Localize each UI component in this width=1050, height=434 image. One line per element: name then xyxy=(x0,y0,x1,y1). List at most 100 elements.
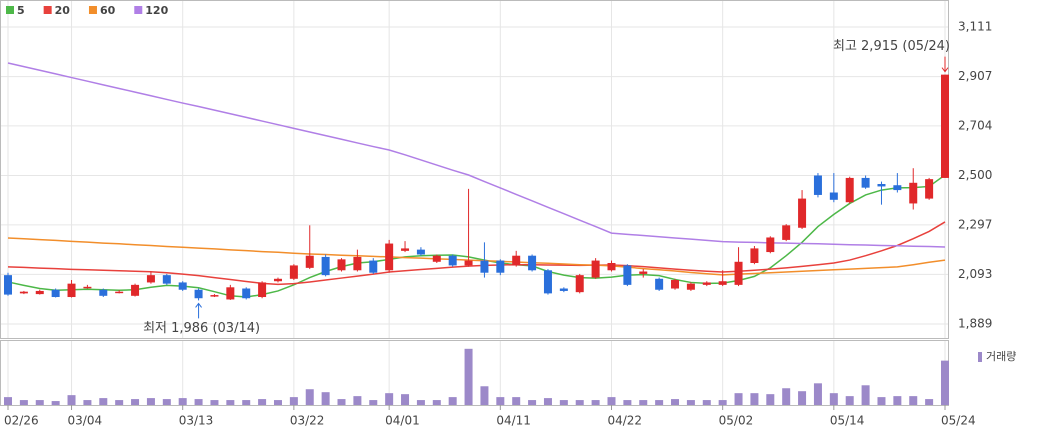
y-tick-label: 2,907 xyxy=(958,69,992,83)
volume-bar xyxy=(734,393,743,405)
candle-body xyxy=(702,282,711,285)
x-tick-label: 03/04 xyxy=(68,414,103,428)
ma-line xyxy=(7,237,946,276)
x-tick-label: 04/01 xyxy=(385,414,420,428)
high-annotation: 최고 2,915 (05/24) xyxy=(833,39,950,54)
volume-bar xyxy=(337,399,346,405)
volume-bar xyxy=(718,400,727,405)
x-tick-label: 04/11 xyxy=(496,414,531,428)
volume-bar xyxy=(893,396,902,405)
volume-bar xyxy=(226,400,235,405)
volume-bar xyxy=(178,398,187,405)
x-tick-label: 03/22 xyxy=(290,414,325,428)
candle-body xyxy=(115,291,124,294)
volume-bar xyxy=(528,400,537,405)
legend-swatch xyxy=(134,6,143,14)
volume-bar xyxy=(607,397,616,405)
volume-bar xyxy=(798,391,807,405)
volume-bar xyxy=(131,399,140,405)
candle-body xyxy=(591,260,600,278)
volume-bar xyxy=(401,394,410,405)
volume-bar xyxy=(321,392,330,405)
volume-bar xyxy=(543,398,552,405)
candle-body xyxy=(813,175,822,195)
candle-body xyxy=(543,270,552,294)
candle-body xyxy=(845,177,854,203)
candle-body xyxy=(512,255,521,266)
volume-bar xyxy=(4,397,12,405)
volume-bar xyxy=(305,389,314,405)
candle-body xyxy=(194,289,203,299)
x-tick-label: 05/02 xyxy=(719,414,754,428)
volume-bar xyxy=(480,386,489,405)
volume-bar xyxy=(925,399,934,405)
candle-body xyxy=(369,260,378,273)
candle-body xyxy=(909,182,918,204)
candle-body xyxy=(575,275,584,293)
volume-bar xyxy=(258,399,267,405)
candle-body xyxy=(655,278,664,290)
volume-bar xyxy=(639,400,648,405)
low-arrow xyxy=(195,302,202,319)
candle-body xyxy=(480,260,489,273)
volume-bar xyxy=(671,399,680,405)
volume-bar xyxy=(210,400,219,405)
candle-body xyxy=(19,291,28,294)
volume-bar xyxy=(194,399,203,405)
volume-bar xyxy=(432,400,441,405)
candle-body xyxy=(432,255,441,262)
candle-body xyxy=(448,255,457,266)
x-tick-label: 05/14 xyxy=(830,414,865,428)
volume-bar xyxy=(115,400,124,405)
volume-bar xyxy=(782,388,791,405)
legend-label: 120 xyxy=(145,4,168,17)
volume-bar xyxy=(750,393,759,405)
candle-body xyxy=(607,262,616,271)
legend-label: 20 xyxy=(55,4,71,17)
legend-label: 5 xyxy=(17,4,25,17)
ma-line xyxy=(7,62,946,248)
candle-body xyxy=(67,283,76,298)
legend-swatch xyxy=(43,6,52,14)
candle-body xyxy=(829,192,838,200)
y-tick-label: 2,297 xyxy=(958,217,992,231)
volume-bar xyxy=(655,400,664,405)
volume-bar xyxy=(829,393,838,405)
x-tick-label: 04/22 xyxy=(607,414,642,428)
volume-legend-swatch xyxy=(978,352,982,362)
x-tick-label: 05/24 xyxy=(941,414,976,428)
high-arrow xyxy=(941,56,949,73)
candle-body xyxy=(210,295,219,297)
ma-line xyxy=(7,174,946,298)
candle-body xyxy=(146,275,155,283)
candle-body xyxy=(353,256,362,271)
ma-line xyxy=(7,221,946,286)
low-annotation: 최저 1,986 (03/14) xyxy=(143,321,260,336)
candle-body xyxy=(941,74,949,178)
volume-bar xyxy=(575,400,584,405)
volume-bar xyxy=(289,397,298,405)
candle-body xyxy=(782,225,791,240)
volume-bar xyxy=(67,395,76,405)
candle-body xyxy=(734,261,743,285)
volume-bar xyxy=(369,400,378,405)
volume-bar xyxy=(146,398,155,405)
candle-body xyxy=(925,179,934,199)
candle-body xyxy=(718,281,727,285)
candle-body xyxy=(385,243,394,271)
candle-body xyxy=(337,259,346,271)
volume-bar xyxy=(845,396,854,405)
volume-bar xyxy=(766,394,775,405)
volume-bar xyxy=(464,348,473,405)
legend-swatch xyxy=(88,6,97,14)
volume-bar xyxy=(385,393,394,405)
candle-body xyxy=(671,280,680,289)
volume-bar xyxy=(559,400,568,405)
volume-bar xyxy=(51,401,60,405)
volume-bar xyxy=(496,397,505,405)
y-tick-label: 2,704 xyxy=(958,118,992,132)
volume-bar xyxy=(273,400,282,405)
candle-body xyxy=(289,265,298,279)
candle-body xyxy=(162,275,171,284)
